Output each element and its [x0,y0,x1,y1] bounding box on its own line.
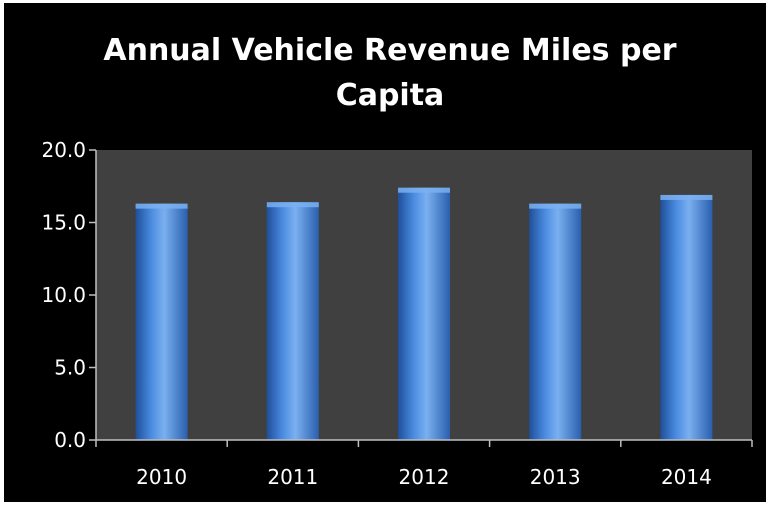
axes-layer [89,149,753,447]
y-tick-label-20.0: 20.0 [41,138,86,162]
chart-title: Annual Vehicle Revenue Miles per Capita [103,33,677,113]
bar-2012-cap [398,187,450,193]
bar-2012-body [398,187,450,440]
bar-2011 [266,202,319,440]
bars-layer [135,187,713,440]
bar-2013 [529,203,582,440]
x-tick-label-2014: 2014 [661,465,712,489]
bar-2014-body [660,194,713,440]
x-tick-label-2011: 2011 [267,465,318,489]
bar-2014-cap [660,194,713,200]
bar-2012 [398,187,450,440]
bar-2013-body [529,203,582,440]
bar-2013-cap [529,203,582,209]
bar-2014 [660,194,713,440]
bar-2011-body [266,202,319,440]
x-tick-label-2010: 2010 [136,465,187,489]
x-tick-label-2013: 2013 [530,465,581,489]
y-tick-label-0.0: 0.0 [54,428,86,452]
y-tick-label-15.0: 15.0 [41,211,86,235]
bar-2010 [135,203,188,440]
bar-2010-body [135,203,188,440]
y-tick-label-10.0: 10.0 [41,283,86,307]
y-tick-label-5.0: 5.0 [54,356,86,380]
labels-layer: 2010 2011 2012 2013 2014 0.0 5.0 10.0 15.0 20.0 [41,138,711,489]
bar-2011-cap [266,202,319,208]
bar-2010-cap [135,203,188,209]
x-tick-label-2012: 2012 [399,465,450,489]
